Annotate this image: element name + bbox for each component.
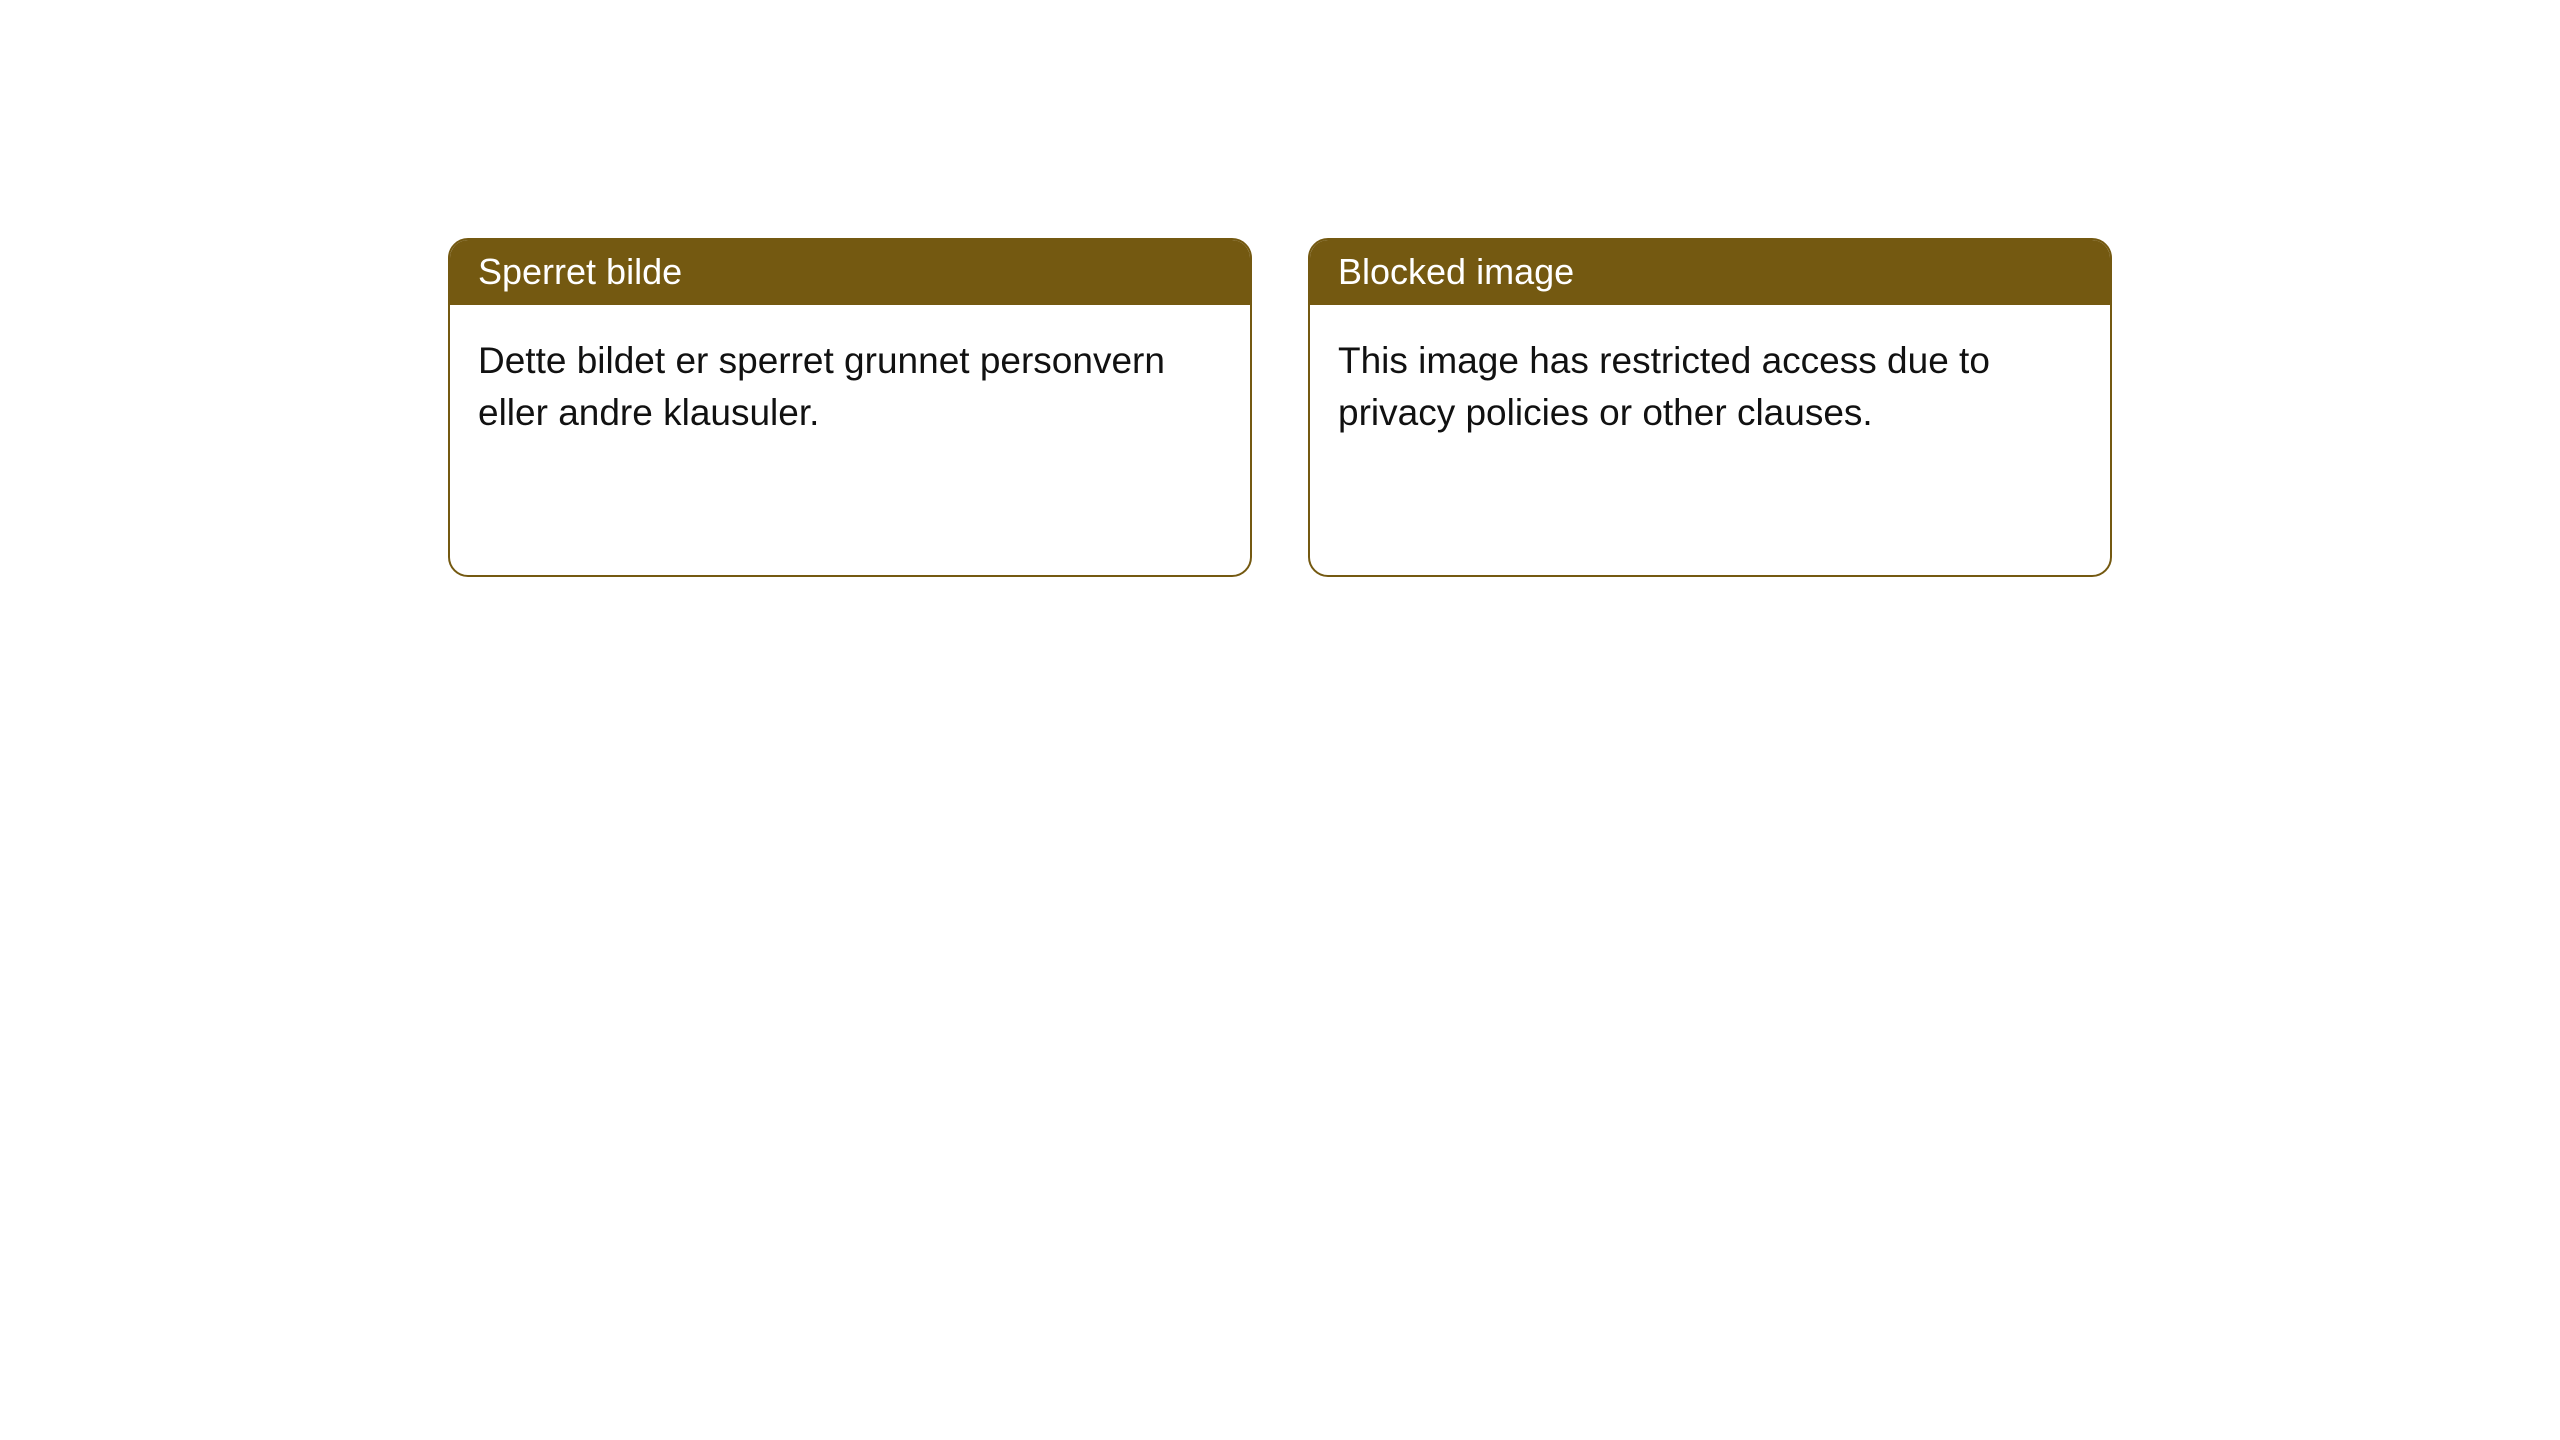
notice-card-en: Blocked image This image has restricted … (1308, 238, 2112, 577)
notice-container: Sperret bilde Dette bildet er sperret gr… (0, 0, 2560, 577)
notice-body-no: Dette bildet er sperret grunnet personve… (450, 305, 1250, 575)
notice-body-en: This image has restricted access due to … (1310, 305, 2110, 575)
notice-header-no: Sperret bilde (450, 240, 1250, 305)
notice-header-en: Blocked image (1310, 240, 2110, 305)
notice-card-no: Sperret bilde Dette bildet er sperret gr… (448, 238, 1252, 577)
